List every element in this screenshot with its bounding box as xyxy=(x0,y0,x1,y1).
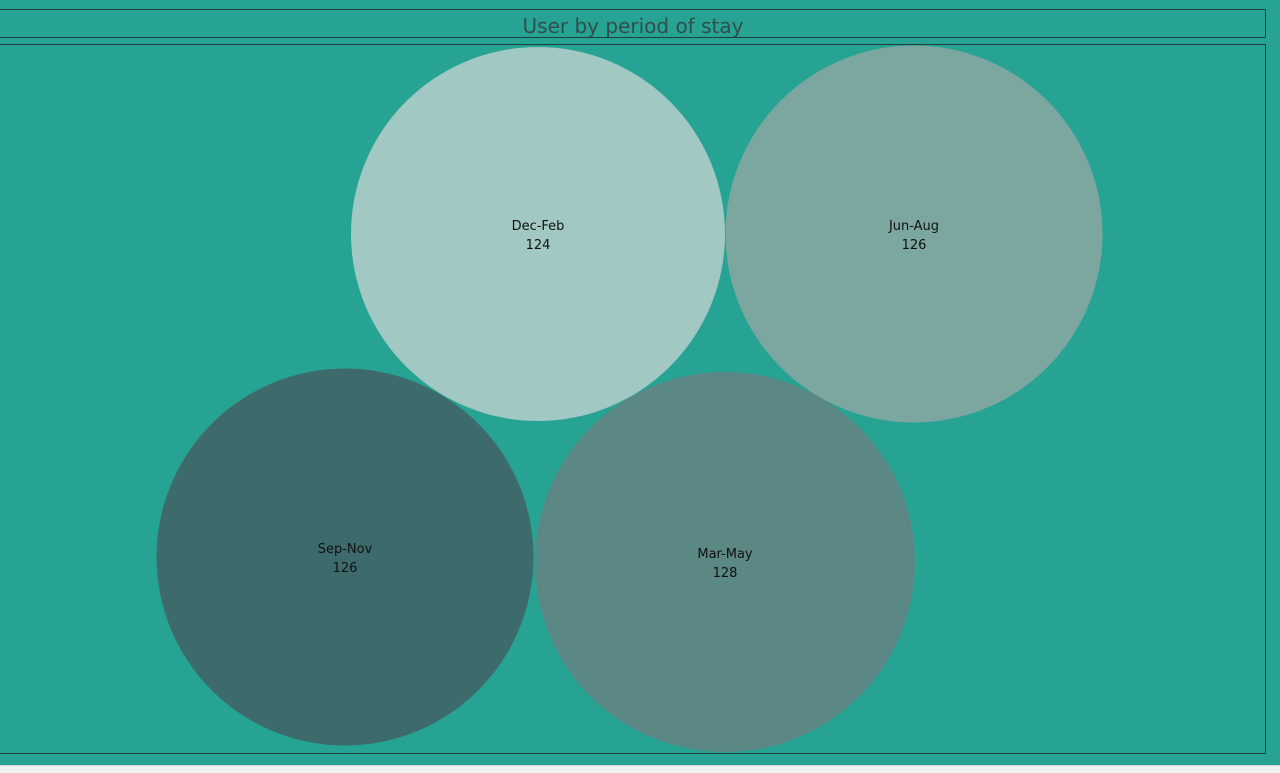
bubble-category-label: Mar-May xyxy=(697,547,753,562)
bubble-dec-feb[interactable]: Dec-Feb 124 xyxy=(351,47,725,421)
bubble-value-label: 126 xyxy=(333,561,358,576)
bubble-circle-mar-may[interactable] xyxy=(535,372,915,752)
bubble-value-label: 126 xyxy=(902,238,927,253)
bubble-value-label: 128 xyxy=(713,566,738,581)
plot-area xyxy=(0,44,1266,754)
bubble-mar-may[interactable]: Mar-May 128 xyxy=(535,372,915,752)
footer-strip xyxy=(0,765,1280,773)
bubble-value-label: 124 xyxy=(526,238,551,253)
bubble-category-label: Sep-Nov xyxy=(318,542,373,557)
bubble-sep-nov[interactable]: Sep-Nov 126 xyxy=(156,368,534,746)
bubble-circle-jun-aug[interactable] xyxy=(725,45,1103,423)
bubble-circle-dec-feb[interactable] xyxy=(351,47,725,421)
bubble-category-label: Dec-Feb xyxy=(512,219,565,234)
chart-title: User by period of stay xyxy=(522,14,744,38)
title-box: User by period of stay xyxy=(0,9,1266,38)
bubble-circle-sep-nov[interactable] xyxy=(156,368,534,746)
bubble-category-label: Jun-Aug xyxy=(888,219,939,234)
bubble-jun-aug[interactable]: Jun-Aug 126 xyxy=(725,45,1103,423)
